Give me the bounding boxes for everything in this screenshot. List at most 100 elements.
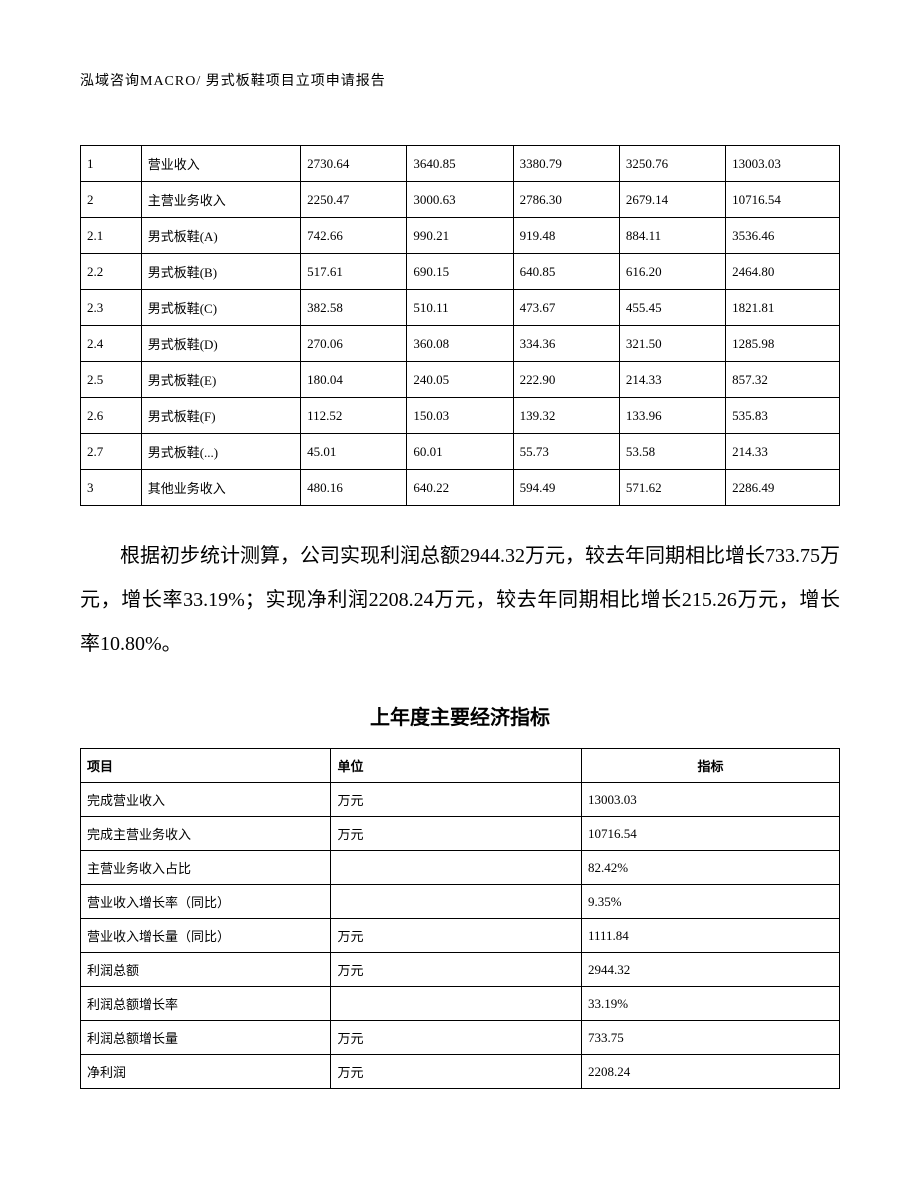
table-cell: 360.08 [407,326,513,362]
table-cell: 男式板鞋(D) [141,326,300,362]
table-cell: 万元 [331,1055,581,1089]
table-cell: 1111.84 [581,919,839,953]
table-cell: 3000.63 [407,182,513,218]
table-cell: 640.22 [407,470,513,506]
table-cell: 2286.49 [726,470,840,506]
table-cell: 112.52 [301,398,407,434]
table-cell: 616.20 [619,254,725,290]
table-cell [331,851,581,885]
table-cell: 1821.81 [726,290,840,326]
table-cell: 营业收入增长率（同比） [81,885,331,919]
indicators-header-row: 项目 单位 指标 [81,749,840,783]
table-cell: 万元 [331,817,581,851]
table-cell: 万元 [331,1021,581,1055]
table-cell: 10716.54 [581,817,839,851]
table-cell: 男式板鞋(B) [141,254,300,290]
revenue-table: 1营业收入2730.643640.853380.793250.7613003.0… [80,145,840,506]
table-row: 利润总额增长量万元733.75 [81,1021,840,1055]
table-cell: 1 [81,146,142,182]
table-cell: 利润总额增长量 [81,1021,331,1055]
table-cell: 3380.79 [513,146,619,182]
table-cell: 3640.85 [407,146,513,182]
table-row: 2.7男式板鞋(...)45.0160.0155.7353.58214.33 [81,434,840,470]
table-cell: 2.6 [81,398,142,434]
table-cell: 主营业务收入占比 [81,851,331,885]
table-cell: 222.90 [513,362,619,398]
table-cell: 1285.98 [726,326,840,362]
table-cell: 535.83 [726,398,840,434]
table-row: 利润总额增长率 33.19% [81,987,840,1021]
table-cell: 2.1 [81,218,142,254]
table-cell: 13003.03 [581,783,839,817]
table-cell: 营业收入 [141,146,300,182]
table-row: 2.2男式板鞋(B)517.61690.15640.85616.202464.8… [81,254,840,290]
table-cell: 男式板鞋(F) [141,398,300,434]
table-row: 1营业收入2730.643640.853380.793250.7613003.0… [81,146,840,182]
table-cell: 2.2 [81,254,142,290]
table-cell: 2 [81,182,142,218]
table-cell: 完成主营业务收入 [81,817,331,851]
table-cell: 其他业务收入 [141,470,300,506]
table-cell: 9.35% [581,885,839,919]
table-row: 2.4男式板鞋(D)270.06360.08334.36321.501285.9… [81,326,840,362]
table-cell: 2208.24 [581,1055,839,1089]
table-cell: 13003.03 [726,146,840,182]
table-cell: 2.7 [81,434,142,470]
table-cell [331,987,581,1021]
table-cell: 万元 [331,953,581,987]
table-row: 2主营业务收入2250.473000.632786.302679.1410716… [81,182,840,218]
page-header: 泓域咨询MACRO/ 男式板鞋项目立项申请报告 [80,70,840,90]
table-cell: 10716.54 [726,182,840,218]
table-row: 完成主营业务收入万元10716.54 [81,817,840,851]
table-cell: 净利润 [81,1055,331,1089]
table-cell: 473.67 [513,290,619,326]
table-cell: 男式板鞋(E) [141,362,300,398]
table-cell: 2679.14 [619,182,725,218]
table-row: 2.1男式板鞋(A)742.66990.21919.48884.113536.4… [81,218,840,254]
table-cell: 571.62 [619,470,725,506]
table-cell: 990.21 [407,218,513,254]
table-cell: 3250.76 [619,146,725,182]
table-cell: 2944.32 [581,953,839,987]
table-row: 主营业务收入占比 82.42% [81,851,840,885]
table-cell: 240.05 [407,362,513,398]
table-row: 2.6男式板鞋(F)112.52150.03139.32133.96535.83 [81,398,840,434]
table-cell: 733.75 [581,1021,839,1055]
table-row: 营业收入增长率（同比） 9.35% [81,885,840,919]
table-cell: 884.11 [619,218,725,254]
table-cell: 完成营业收入 [81,783,331,817]
table-cell: 150.03 [407,398,513,434]
table-cell: 82.42% [581,851,839,885]
table-cell: 510.11 [407,290,513,326]
table-cell: 480.16 [301,470,407,506]
table-cell: 男式板鞋(A) [141,218,300,254]
table-cell: 2464.80 [726,254,840,290]
col-header-unit: 单位 [331,749,581,783]
table-cell: 2730.64 [301,146,407,182]
table-cell: 3536.46 [726,218,840,254]
table-cell: 营业收入增长量（同比） [81,919,331,953]
table-cell: 利润总额增长率 [81,987,331,1021]
table-cell: 640.85 [513,254,619,290]
table-row: 净利润万元2208.24 [81,1055,840,1089]
table-cell: 2250.47 [301,182,407,218]
table-cell: 321.50 [619,326,725,362]
table-cell: 919.48 [513,218,619,254]
table-cell: 742.66 [301,218,407,254]
table-cell: 45.01 [301,434,407,470]
table-cell: 2786.30 [513,182,619,218]
table-cell: 60.01 [407,434,513,470]
table-cell: 133.96 [619,398,725,434]
table-cell: 53.58 [619,434,725,470]
summary-paragraph: 根据初步统计测算，公司实现利润总额2944.32万元，较去年同期相比增长733.… [80,534,840,666]
table-cell [331,885,581,919]
indicators-table: 项目 单位 指标 完成营业收入万元13003.03完成主营业务收入万元10716… [80,748,840,1089]
table-row: 完成营业收入万元13003.03 [81,783,840,817]
table-cell: 33.19% [581,987,839,1021]
table-cell: 214.33 [726,434,840,470]
col-header-item: 项目 [81,749,331,783]
table-cell: 214.33 [619,362,725,398]
table-cell: 2.3 [81,290,142,326]
table-cell: 55.73 [513,434,619,470]
table-cell: 男式板鞋(...) [141,434,300,470]
